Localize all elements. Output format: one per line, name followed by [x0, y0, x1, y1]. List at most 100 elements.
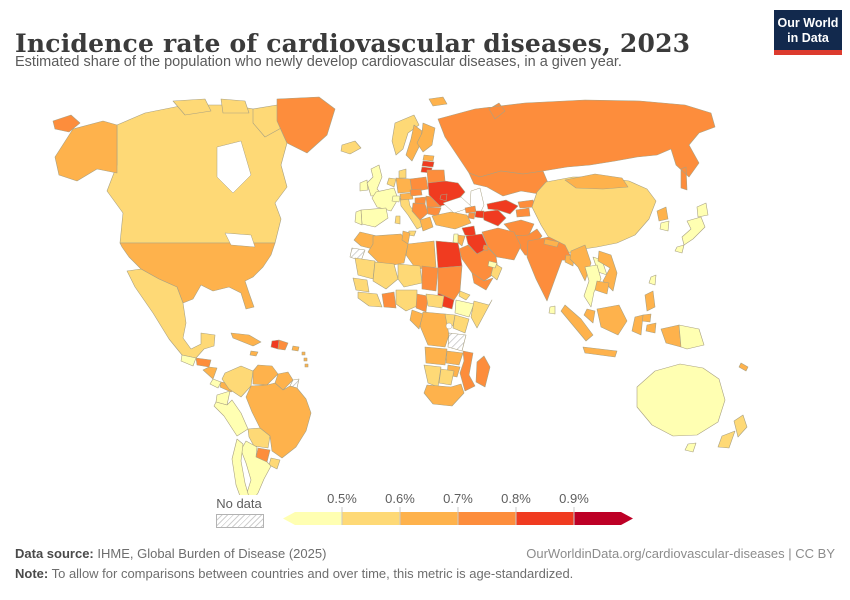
legend-bin-4[interactable]	[516, 512, 574, 525]
legend-no-data-swatch[interactable]	[216, 514, 264, 528]
country-sudan[interactable]	[437, 265, 463, 301]
country-japan[interactable]	[674, 202, 709, 254]
country-iceland[interactable]	[340, 140, 362, 155]
country-ghana[interactable]	[381, 291, 397, 309]
country-argentina[interactable]	[240, 440, 272, 495]
country-central-african-republic[interactable]	[425, 293, 445, 309]
country-switzerland[interactable]	[391, 195, 401, 203]
country-colombia[interactable]	[221, 365, 254, 398]
country-morocco[interactable]	[353, 231, 378, 250]
country-jamaica[interactable]	[249, 350, 259, 357]
country-yemen[interactable]	[471, 272, 494, 291]
country-puerto-rico[interactable]	[291, 345, 300, 352]
country-czechia[interactable]	[409, 188, 423, 197]
country-norway[interactable]	[391, 114, 420, 156]
country-balkans[interactable]	[411, 202, 429, 221]
legend-bin-0[interactable]	[295, 512, 342, 525]
country-new-caledonia[interactable]	[738, 362, 749, 372]
country-somalia[interactable]	[470, 299, 493, 329]
country-dominican-republic[interactable]	[277, 339, 289, 351]
legend-bin-3[interactable]	[458, 512, 516, 525]
country-estonia[interactable]	[422, 154, 435, 162]
country-haiti[interactable]	[270, 339, 280, 350]
country-uzbekistan[interactable]	[486, 199, 519, 215]
country-taiwan[interactable]	[648, 274, 657, 286]
country-madagascar[interactable]	[475, 355, 491, 388]
country-venezuela[interactable]	[252, 364, 279, 386]
country-papua-new-guinea[interactable]	[678, 324, 705, 350]
country-peru[interactable]	[213, 399, 249, 437]
country-congo-gabon[interactable]	[409, 309, 424, 330]
country-costa-rica[interactable]	[209, 378, 222, 389]
country-russia[interactable]	[52, 99, 716, 191]
country-chile[interactable]	[231, 438, 251, 495]
country-greenland[interactable]	[276, 96, 336, 154]
country-guatemala[interactable]	[180, 354, 197, 367]
country-guinea-coast[interactable]	[357, 291, 383, 308]
country-egypt[interactable]	[435, 240, 463, 269]
country-mozambique[interactable]	[459, 350, 476, 392]
country-hungary[interactable]	[414, 196, 427, 205]
country-bolivia[interactable]	[247, 427, 271, 449]
country-south-korea[interactable]	[659, 220, 670, 232]
country-eritrea[interactable]	[458, 290, 471, 301]
country-spain[interactable]	[360, 207, 389, 228]
country-guyana[interactable]	[274, 371, 294, 391]
country-north-korea[interactable]	[656, 206, 669, 222]
country-tanzania[interactable]	[447, 332, 467, 352]
country-nicaragua[interactable]	[202, 366, 218, 380]
country-mongolia[interactable]	[564, 173, 629, 190]
country-ethiopia[interactable]	[454, 299, 475, 318]
country-france[interactable]	[371, 187, 399, 212]
country-cuba[interactable]	[230, 332, 262, 347]
country-libya[interactable]	[405, 240, 437, 270]
country-svalbard[interactable]	[428, 96, 448, 107]
country-iran[interactable]	[481, 227, 522, 261]
country-new-zealand[interactable]	[717, 414, 748, 449]
country-austria[interactable]	[399, 192, 414, 201]
country-finland[interactable]	[416, 122, 436, 153]
country-south-africa[interactable]	[423, 383, 465, 407]
country-cambodia[interactable]	[594, 280, 610, 295]
country-latvia[interactable]	[421, 160, 435, 168]
country-mexico[interactable]	[126, 268, 216, 359]
country-mali[interactable]	[372, 261, 399, 290]
country-nepal[interactable]	[543, 238, 560, 248]
country-greece[interactable]	[419, 216, 434, 232]
country-benelux[interactable]	[386, 177, 397, 188]
legend-bin-1[interactable]	[342, 512, 400, 525]
country-germany[interactable]	[395, 177, 413, 194]
country-ireland[interactable]	[359, 179, 369, 192]
legend-arrow-right[interactable]	[621, 512, 633, 525]
country-brazil[interactable]	[245, 382, 312, 459]
legend-bin-5[interactable]	[574, 512, 621, 525]
country-sri-lanka[interactable]	[548, 305, 556, 315]
legend-bin-2[interactable]	[400, 512, 458, 525]
country-portugal[interactable]	[354, 209, 363, 226]
country-namibia[interactable]	[423, 364, 442, 388]
country-zambia[interactable]	[445, 350, 464, 366]
country-thailand[interactable]	[583, 264, 602, 308]
country-uruguay[interactable]	[268, 457, 281, 470]
country-australia[interactable]	[636, 363, 726, 453]
country-azerbaijan[interactable]	[474, 210, 485, 219]
country-malaysia[interactable]	[583, 308, 596, 324]
country-tajikistan[interactable]	[515, 207, 531, 218]
country-armenia[interactable]	[467, 212, 476, 220]
country-lesser-antilles[interactable]	[301, 351, 309, 368]
country-turkmenistan[interactable]	[481, 209, 507, 227]
country-angola[interactable]	[424, 346, 448, 366]
country-indonesia[interactable]	[560, 304, 682, 358]
legend-arrow-left[interactable]	[283, 512, 295, 525]
country-uae[interactable]	[487, 260, 498, 269]
owid-link[interactable]: OurWorldinData.org/cardiovascular-diseas…	[526, 546, 835, 561]
country-nigeria[interactable]	[395, 289, 418, 312]
country-canada[interactable]	[106, 104, 288, 244]
country-myanmar[interactable]	[569, 244, 592, 282]
country-senegal[interactable]	[352, 277, 370, 293]
country-mauritania[interactable]	[354, 257, 376, 280]
country-turkey[interactable]	[431, 211, 472, 230]
country-philippines[interactable]	[641, 290, 657, 334]
country-kenya[interactable]	[452, 314, 470, 334]
country-niger[interactable]	[397, 263, 423, 288]
